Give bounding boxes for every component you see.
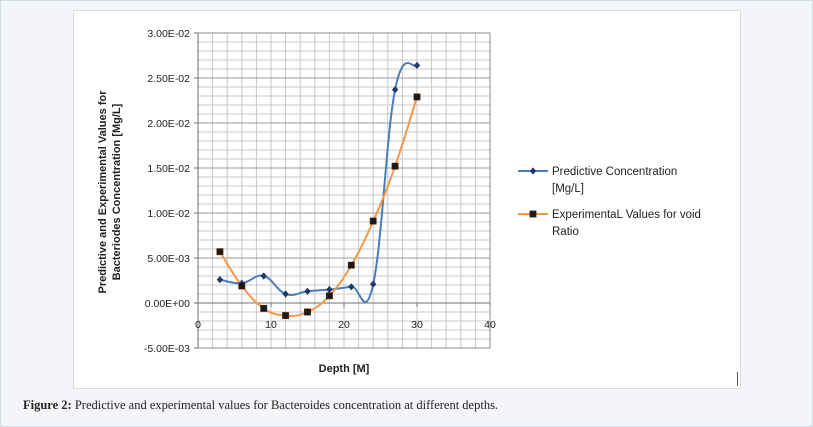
chart-legend: Predictive Concentration [Mg/L] Experiment…	[518, 166, 701, 238]
x-tick-label: 20	[338, 319, 350, 331]
legend-label-2: ExperimentaL Values for void	[552, 209, 701, 221]
data-point-series-1	[216, 276, 224, 284]
chart-area	[73, 10, 741, 389]
frame-edge-mark	[737, 372, 738, 386]
y-tick-label: 3.00E-02	[147, 28, 190, 40]
y-tick-label: -5.00E-03	[144, 343, 190, 355]
chart-grid	[197, 32, 491, 349]
data-point-series-2	[238, 282, 246, 290]
y-tick-label: 2.00E-02	[147, 118, 190, 130]
y-tick-label: 0.00E+00	[145, 298, 190, 310]
legend-marker-1	[529, 167, 537, 175]
x-tick-label: 10	[265, 319, 277, 331]
data-point-series-2	[347, 261, 355, 269]
data-point-series-2	[369, 217, 377, 225]
data-point-series-2	[391, 162, 399, 170]
data-point-series-1	[391, 86, 399, 94]
y-tick-label: 1.00E-02	[147, 208, 190, 220]
data-point-series-1	[260, 272, 267, 280]
caption-text: Predictive and experimental values for B…	[71, 398, 499, 412]
y-tick-label: 2.50E-02	[147, 73, 190, 85]
data-point-series-2	[260, 304, 268, 312]
legend-label-1: [Mg/L]	[552, 183, 584, 195]
data-point-series-2	[304, 308, 311, 316]
data-point-series-2	[325, 292, 333, 300]
data-point-series-2	[282, 312, 290, 320]
legend-label-2: Ratio	[552, 226, 579, 238]
y-axis-title-line: Bacteriodes Concentration [Mg/L]	[111, 103, 123, 280]
data-point-series-1	[282, 290, 289, 298]
data-point-series-1	[348, 283, 355, 291]
data-point-series-2	[413, 93, 421, 101]
data-point-series-1	[326, 285, 333, 294]
data-point-series-1	[304, 287, 311, 295]
x-axis-title: Depth [M]	[319, 363, 370, 375]
legend-marker-2	[529, 210, 537, 218]
legend-label-1: Predictive Concentration	[552, 166, 677, 178]
chart-axes: 3.00E-02 2.50E-02 2.00E-02 1.50E-02 1.00E-02…	[97, 28, 496, 375]
data-point-series-1	[370, 280, 377, 288]
y-axis-title-line: Predictive and Experimental Values for	[97, 90, 109, 294]
figure-caption: Figure 2: Predictive and experimental va…	[23, 398, 803, 413]
x-tick-label: 40	[484, 319, 496, 331]
x-tick-label: 0	[195, 319, 201, 331]
chart-series	[216, 61, 421, 320]
series-line-2	[219, 96, 418, 317]
data-point-series-1	[413, 61, 421, 69]
y-axis-title: Predictive and Experimental Values for Ba…	[97, 90, 123, 294]
caption-label: Figure 2:	[23, 398, 72, 412]
x-tick-label: 30	[411, 319, 423, 331]
data-point-series-2	[216, 248, 224, 256]
y-tick-label: 1.50E-02	[147, 163, 190, 175]
y-tick-label: 5.00E-03	[147, 253, 190, 265]
